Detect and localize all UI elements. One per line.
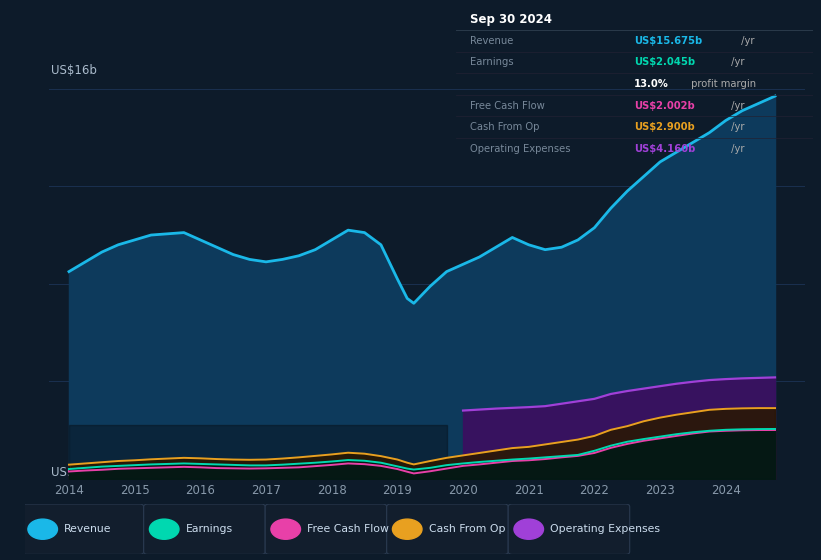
FancyBboxPatch shape	[265, 504, 387, 554]
Text: Sep 30 2024: Sep 30 2024	[470, 13, 552, 26]
Text: Free Cash Flow: Free Cash Flow	[307, 524, 389, 534]
Text: /yr: /yr	[727, 144, 745, 154]
Text: Earnings: Earnings	[470, 58, 514, 67]
Text: /yr: /yr	[727, 58, 745, 67]
FancyBboxPatch shape	[508, 504, 630, 554]
Text: Revenue: Revenue	[64, 524, 112, 534]
Text: Operating Expenses: Operating Expenses	[550, 524, 660, 534]
Text: /yr: /yr	[738, 36, 754, 46]
FancyBboxPatch shape	[387, 504, 508, 554]
Text: Earnings: Earnings	[186, 524, 232, 534]
Text: US$16b: US$16b	[51, 64, 97, 77]
Circle shape	[514, 519, 544, 539]
Text: US$15.675b: US$15.675b	[635, 36, 703, 46]
Text: Revenue: Revenue	[470, 36, 513, 46]
Circle shape	[392, 519, 422, 539]
Text: /yr: /yr	[727, 101, 745, 111]
Circle shape	[271, 519, 300, 539]
Text: US$2.900b: US$2.900b	[635, 122, 695, 132]
Text: US$4.160b: US$4.160b	[635, 144, 695, 154]
Text: Operating Expenses: Operating Expenses	[470, 144, 571, 154]
Text: US$2.002b: US$2.002b	[635, 101, 695, 111]
Text: profit margin: profit margin	[688, 79, 756, 89]
FancyBboxPatch shape	[22, 504, 144, 554]
Text: /yr: /yr	[727, 122, 745, 132]
Text: Cash From Op: Cash From Op	[470, 122, 539, 132]
Circle shape	[149, 519, 179, 539]
Text: 13.0%: 13.0%	[635, 79, 669, 89]
Circle shape	[28, 519, 57, 539]
Text: US$0: US$0	[51, 466, 81, 479]
FancyBboxPatch shape	[144, 504, 265, 554]
Text: Cash From Op: Cash From Op	[429, 524, 505, 534]
Text: US$2.045b: US$2.045b	[635, 58, 695, 67]
Text: Free Cash Flow: Free Cash Flow	[470, 101, 544, 111]
